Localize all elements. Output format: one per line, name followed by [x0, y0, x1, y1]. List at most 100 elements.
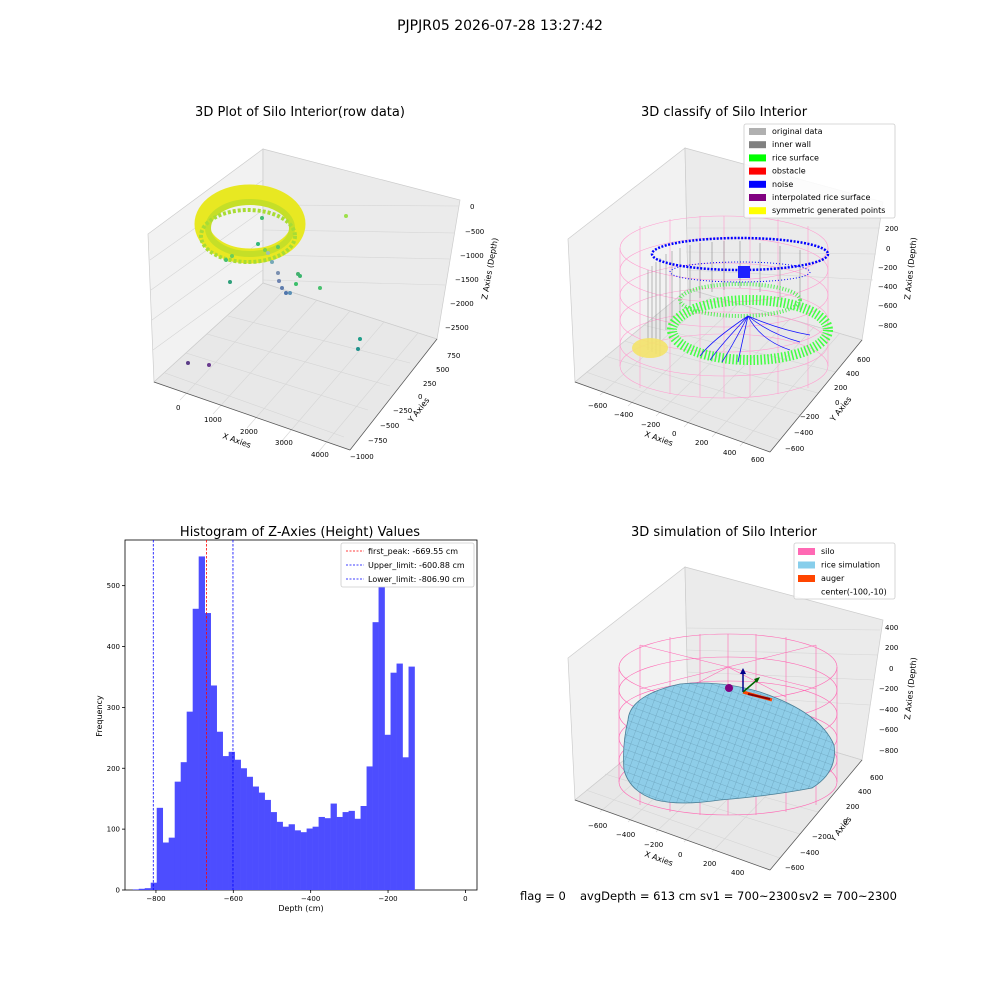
panel-raw-3d: 3D Plot of Silo Interior(row data) 0 −50… — [147, 105, 500, 461]
classify-x-tick: −600 — [588, 402, 607, 410]
panel-classify-3d: 3D classify of Silo Interior — [567, 105, 919, 464]
hist-bar — [294, 830, 301, 890]
classify-z-tick: −400 — [878, 283, 897, 291]
raw-outlier-point — [356, 347, 360, 351]
legend-label: obstacle — [772, 167, 806, 176]
sim-title: 3D simulation of Silo Interior — [631, 525, 818, 540]
sim-legend-box — [793, 542, 896, 600]
legend-swatch — [749, 167, 766, 175]
hist-bar — [348, 810, 355, 890]
hist-bar — [240, 768, 247, 890]
panel-simulation-3d: 3D simulation of Silo Interior — [567, 525, 919, 877]
footer-avg-depth: avgDepth = 613 cm — [580, 889, 697, 903]
legend-label: noise — [772, 180, 793, 189]
legend-swatch — [749, 194, 766, 201]
hist-bar — [366, 766, 373, 890]
axis-arrow-y — [742, 679, 758, 693]
raw-y-axis — [349, 338, 438, 451]
legend-label: interpolated rice surface — [772, 193, 870, 202]
raw-outlier-point — [284, 291, 288, 295]
hist-title: Histogram of Z-Axies (Height) Values — [180, 525, 420, 540]
hist-bar — [282, 826, 289, 890]
hist-bar — [150, 882, 158, 890]
raw-y-tick: 750 — [447, 352, 460, 360]
sim-x-label: X Axies — [643, 849, 674, 868]
hist-bar — [264, 799, 271, 890]
raw-outlier-point — [207, 363, 211, 367]
classify-noise-ring-2 — [669, 261, 811, 283]
raw-outlier-point — [298, 274, 302, 278]
classify-noise-cone — [699, 315, 811, 363]
classify-y-tick: −600 — [785, 445, 804, 453]
hist-y-ticklabel: 200 — [107, 765, 120, 773]
raw-outlier-point — [344, 214, 348, 218]
raw-outlier-point — [266, 251, 270, 255]
hist-bar — [174, 781, 182, 890]
hist-bar — [318, 816, 325, 890]
hist-x-ticklabel: −400 — [301, 895, 320, 903]
classify-z-tick: 0 — [886, 245, 890, 253]
sim-y-tick: 400 — [858, 788, 871, 796]
panel-histogram: Histogram of Z-Axies (Height) Values −80… — [95, 525, 478, 913]
hist-y-ticklabel: 0 — [116, 887, 120, 895]
hist-bar — [306, 828, 313, 890]
raw-x-tick: 2000 — [240, 428, 258, 436]
hist-bar — [330, 803, 337, 890]
classify-x-ticks: −600 −400 −200 0 200 400 600 — [588, 402, 764, 464]
hist-y-ticklabel: 500 — [107, 582, 120, 590]
footer-sv2: sv2 = 700~2300 — [799, 889, 897, 903]
raw-x-axis — [153, 381, 351, 451]
classify-rice-surface — [667, 295, 833, 365]
raw-outlier-point — [294, 282, 298, 286]
hist-bar — [276, 821, 283, 890]
sim-y-tick: −200 — [812, 833, 831, 841]
sim-auger — [725, 668, 773, 702]
hist-bar — [396, 663, 403, 890]
sim-y-tick: −400 — [800, 849, 819, 857]
classify-z-tick: 200 — [885, 225, 898, 233]
hist-bar — [180, 762, 187, 890]
classify-y-axis — [769, 339, 863, 453]
classify-legend-box — [743, 123, 896, 219]
sim-z-label: Z Axies (Depth) — [903, 657, 919, 720]
classify-x-tick: −200 — [641, 421, 660, 429]
hist-bar — [228, 751, 235, 890]
sim-y-tick: 200 — [846, 803, 859, 811]
classify-y-tick: −400 — [794, 429, 813, 437]
classify-z-tick: −200 — [878, 264, 897, 272]
raw-y-tick: −750 — [368, 437, 387, 445]
raw-outlier-point — [230, 254, 234, 258]
hist-legend-label-peak: first_peak: -669.55 cm — [368, 547, 458, 556]
classify-y-tick: 200 — [834, 384, 847, 392]
hist-bar — [408, 666, 415, 890]
classify-gridlines — [585, 227, 880, 447]
hist-legend: first_peak: -669.55 cm Upper_limit: -600… — [340, 542, 475, 588]
raw-x-tick: 1000 — [204, 416, 222, 424]
classify-z-tick: −800 — [878, 322, 897, 330]
raw-outlier-point — [260, 216, 264, 220]
sim-x-tick: −200 — [644, 841, 663, 849]
raw-outlier-point — [280, 286, 284, 290]
sim-x-tick: −400 — [616, 831, 635, 839]
hist-y-ticklabel: 400 — [107, 643, 120, 651]
legend-swatch — [749, 128, 766, 135]
classify-rice-surface-2 — [678, 282, 802, 318]
sim-z-tick: −600 — [879, 726, 898, 734]
hist-bar — [234, 759, 241, 890]
sim-y-tick: −600 — [785, 864, 804, 872]
raw-x-ticks: 0 1000 2000 3000 4000 — [176, 404, 329, 459]
raw-outlier-point — [318, 286, 322, 290]
classify-symmetric-points — [632, 338, 668, 358]
classify-y-tick: 0 — [835, 399, 839, 407]
legend-label: original data — [772, 127, 823, 136]
classify-x-tick: 600 — [751, 456, 764, 464]
raw-outlier-point — [288, 291, 292, 295]
sim-x-tick: −600 — [588, 822, 607, 830]
hist-bar — [378, 585, 385, 890]
hist-bars — [132, 556, 415, 890]
hist-bar — [132, 889, 140, 890]
sim-z-tick: 0 — [889, 665, 893, 673]
raw-outlier-point — [224, 258, 228, 262]
sim-x-tick: 0 — [678, 851, 682, 859]
